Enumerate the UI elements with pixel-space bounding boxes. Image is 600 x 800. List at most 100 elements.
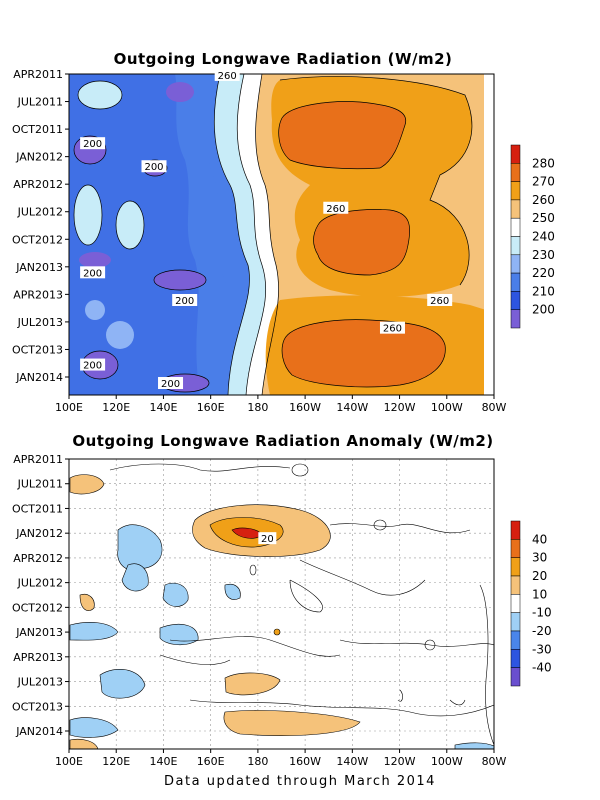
colorbar-swatch [510,557,521,577]
x-tick-label: 140W [336,401,368,414]
y-tick-label: OCT2012 [12,601,63,614]
colorbar-label: 240 [532,230,555,244]
colorbar-label: -10 [532,606,552,620]
chart2-patch-neg10 [117,524,163,571]
chart1-patch-240 [116,201,144,249]
chart2-y-ticks: APR2011 JUL2011 OCT2011 JAN2012 APR2012 JUL20… [12,453,69,738]
colorbar-swatch [510,199,521,219]
y-tick-label: APR2013 [13,288,63,301]
chart2-patch-neg10 [69,717,119,738]
y-tick-label: JUL2011 [17,478,63,491]
contour-label: 20 [261,534,274,545]
contour-label-bg [80,358,106,371]
y-tick-label: JUL2011 [17,96,63,109]
y-tick-label: JAN2012 [15,151,63,164]
x-tick-label: 100E [55,401,83,414]
colorbar-label: 20 [532,569,547,583]
y-tick-label: JUL2012 [17,206,63,219]
contour-label: 200 [161,379,180,390]
chart1-patch-240 [78,81,122,109]
chart2-patch-pos20 [273,628,281,636]
colorbar-swatch [510,309,521,329]
chart2-x-ticks: 100E 120E 140E 160E 180 160W 140W 120W 100W 80W [55,749,507,768]
contour-label: 200 [175,296,194,307]
chart2-patch-neg10 [454,742,494,749]
colorbar-label: -40 [532,661,552,675]
chart1-patch-230 [106,321,134,349]
chart2-patch-pos10 [79,593,95,611]
colorbar-swatch [510,254,521,274]
chart1-frame [68,73,495,396]
chart2-patch-pos10 [69,738,99,749]
chart1-band-250 [237,74,279,395]
y-tick-label: JAN2013 [15,626,63,639]
colorbar-label: -30 [532,642,552,656]
x-tick-label: 140E [149,755,177,768]
colorbar-swatch [510,217,521,237]
contour-label: 200 [83,268,102,279]
y-tick-label: JUL2013 [17,316,63,329]
colorbar-swatch [510,181,521,201]
chart1-plot-area [69,74,494,395]
y-tick-label: OCT2011 [12,502,63,515]
chart2-title: Outgoing Longwave Radiation Anomaly (W/m… [72,432,493,450]
x-tick-label: 120E [102,755,130,768]
colorbar-swatch [510,594,521,613]
colorbar-label: 230 [532,248,555,262]
chart1-band-240 [214,74,266,395]
x-tick-label: 160W [289,755,321,768]
x-tick-label: 120W [384,401,416,414]
colorbar-label: 40 [532,532,547,546]
x-tick-label: 100E [55,755,83,768]
y-tick-label: JAN2012 [15,527,63,540]
chart2-patch-pos10 [69,474,105,495]
colorbar-swatch [510,630,521,650]
chart2-background [69,459,494,749]
colorbar-swatch [510,667,521,687]
contour-label: 260 [430,296,449,307]
y-tick-label: JUL2013 [17,676,63,689]
colorbar-swatch [510,144,521,164]
chart2-patch-pos10 [224,672,281,696]
contour-label-bg [214,68,240,81]
chart2-negative-anomalies [69,524,494,749]
y-tick-label: JAN2013 [15,261,63,274]
chart2-colorbar: 40 30 20 10 -10 -20 -30 -40 [510,520,552,687]
y-tick-label: APR2012 [13,552,63,565]
chart1-patch-200 [154,270,206,290]
chart2-contours [109,463,494,746]
chart1-patch-200 [166,82,194,102]
chart1-core-280 [313,209,410,275]
colorbar-swatch [510,236,521,256]
x-tick-label: 120W [384,755,416,768]
chart2-contour-labels: 20 [258,532,277,545]
x-tick-label: 160E [197,401,225,414]
y-tick-label: OCT2012 [12,233,63,246]
chart1-title: Outgoing Longwave Radiation (W/m2) [114,50,453,68]
y-tick-label: APR2011 [13,68,63,81]
x-tick-label: 100W [431,755,463,768]
chart2-patch-neg10 [121,563,149,592]
chart2-frame [68,458,495,750]
contour-label: 200 [83,361,102,372]
y-tick-label: APR2012 [13,178,63,191]
colorbar-swatch [510,163,521,182]
colorbar-swatch [510,575,521,595]
colorbar-label: 200 [532,303,555,317]
contour-label: 260 [383,324,402,335]
contour-label: 200 [83,139,102,150]
chart2-patch-neg10 [224,583,241,600]
chart1-colorbar: 280 270 260 250 240 230 220 210 200 [510,144,555,329]
x-tick-label: 80W [482,755,507,768]
colorbar-swatch [510,272,521,292]
x-tick-label: 80W [482,401,507,414]
chart1-core-280 [278,101,406,169]
contour-label-bg [427,293,453,306]
footer-note: Data updated through March 2014 [164,774,436,789]
contour-label: 200 [144,162,163,173]
chart1-contour-labels: 260 200 200 260 200 200 260 260 200 200 [80,68,453,390]
colorbar-label: -20 [532,624,552,638]
colorbar-swatch [510,612,521,632]
chart2-patch-pos10 [223,710,361,736]
